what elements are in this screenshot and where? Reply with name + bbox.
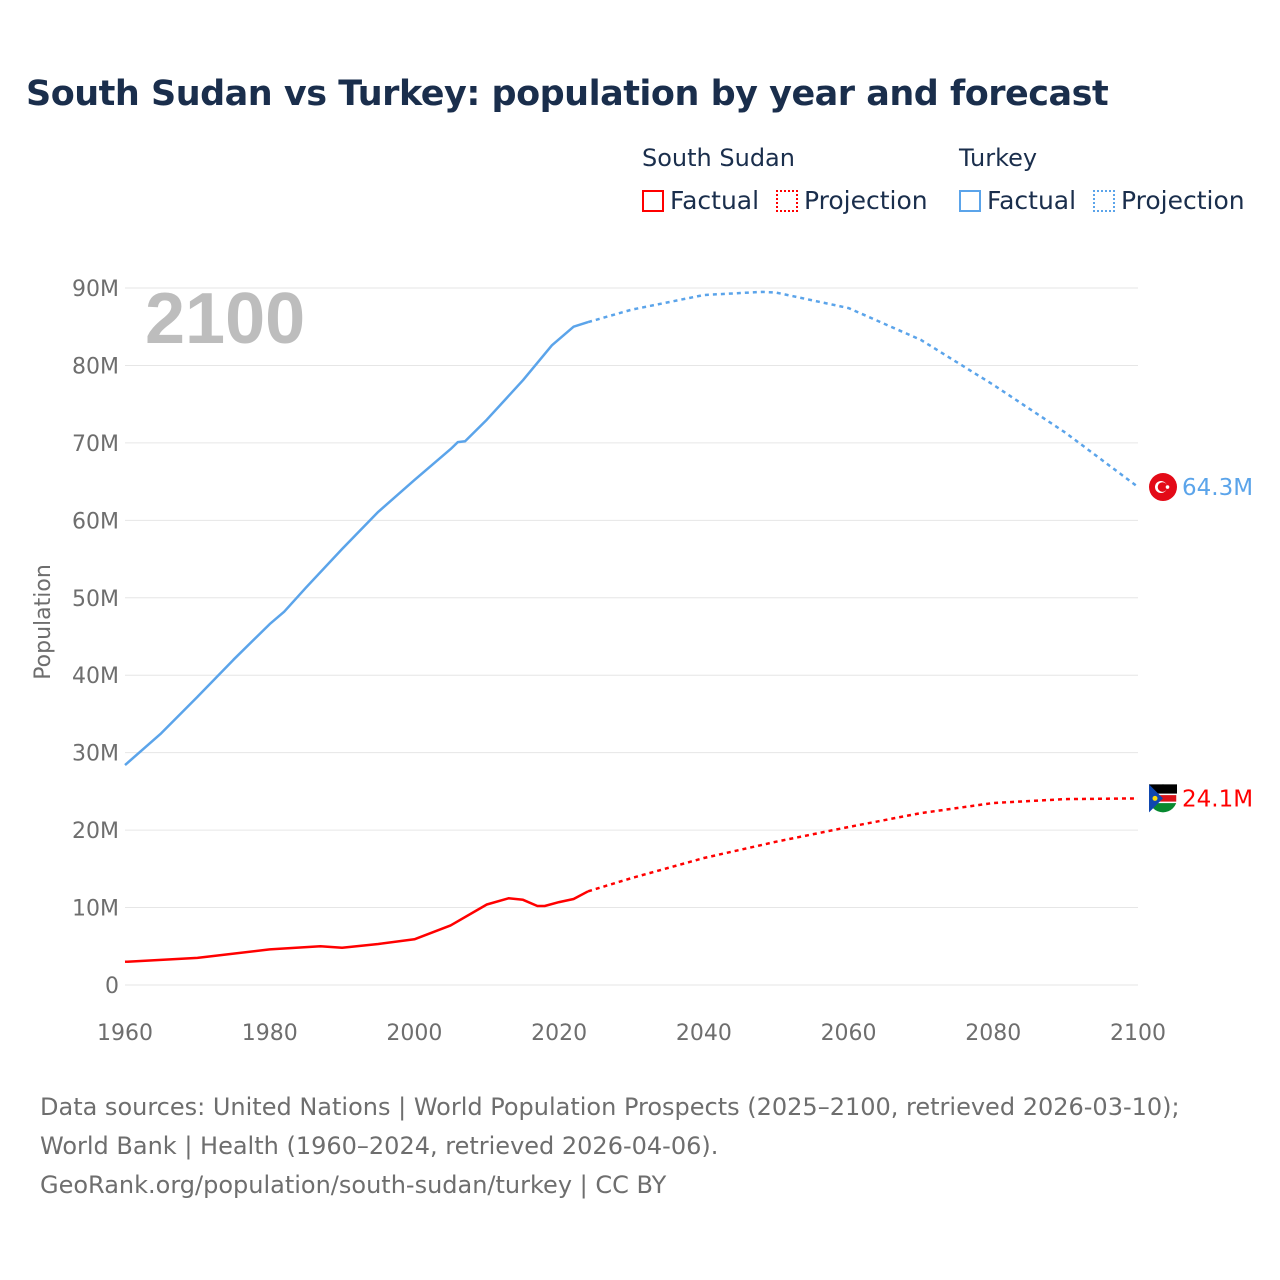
x-tick-label: 2040 <box>676 1021 732 1046</box>
y-axis-label: Population <box>31 564 56 680</box>
legend-south-sudan-factual[interactable]: Factual <box>642 186 759 215</box>
legend-swatch <box>1093 189 1115 212</box>
flag-star <box>1152 795 1158 801</box>
y-tick-label: 30M <box>72 742 119 767</box>
y-tick-label: 60M <box>72 509 119 534</box>
x-tick-label: 2080 <box>965 1021 1021 1046</box>
y-tick-label: 70M <box>72 432 119 457</box>
south-sudan-end-label: 24.1M <box>1182 786 1253 812</box>
legend-swatch <box>959 189 981 212</box>
turkey-end-label: 64.3M <box>1182 475 1253 501</box>
legend-group-turkey: Turkey <box>959 144 1038 172</box>
y-tick-label: 40M <box>72 664 119 689</box>
turkey-projection-line <box>587 290 1139 489</box>
credit-link[interactable]: GeoRank.org/population/south-sudan/turke… <box>40 1171 667 1199</box>
y-tick-label: 0 <box>105 974 119 999</box>
data-sources: Data sources: United Nations | World Pop… <box>40 1093 1180 1160</box>
legend-label: Factual <box>987 186 1077 215</box>
flag-star <box>1165 485 1170 489</box>
turkey-factual-line <box>124 320 589 767</box>
x-tick-label: 2060 <box>821 1021 877 1046</box>
legend-turkey-factual[interactable]: Factual <box>959 186 1076 215</box>
flag-crescent-inner <box>1157 482 1168 492</box>
legend-group-south-sudan: South Sudan <box>642 144 795 172</box>
south-sudan-factual-line <box>124 890 589 964</box>
legend-label: Factual <box>670 186 760 215</box>
legend-label: Projection <box>1121 186 1245 215</box>
legend-label: Projection <box>804 186 928 215</box>
x-tick-label: 1960 <box>97 1021 153 1046</box>
year-watermark: 2100 <box>145 279 305 359</box>
y-tick-label: 80M <box>72 354 119 379</box>
footer: Data sources: United Nations | World Pop… <box>40 1088 1240 1205</box>
x-tick-label: 2020 <box>531 1021 587 1046</box>
y-tick-label: 50M <box>72 587 119 612</box>
legend-swatch <box>776 189 798 212</box>
legend-swatch <box>642 189 664 212</box>
chart-title: South Sudan vs Turkey: population by yea… <box>26 74 1109 114</box>
plot-area: 2100 0 10M 20M 30M 40M 50M 60M 70M 80M 90M 1960 1980… <box>31 277 1253 1046</box>
y-tick-label: 20M <box>72 819 119 844</box>
legend-south-sudan-projection[interactable]: Projection <box>776 186 928 215</box>
flag-stripe-black <box>1149 784 1177 795</box>
x-tick-label: 2100 <box>1110 1021 1166 1046</box>
y-tick-label: 90M <box>72 277 119 302</box>
y-tick-label: 10M <box>72 897 119 922</box>
x-tick-label: 1980 <box>242 1021 298 1046</box>
south-sudan-projection-line <box>587 797 1139 893</box>
x-tick-label: 2000 <box>386 1021 442 1046</box>
legend-turkey-projection[interactable]: Projection <box>1093 186 1245 215</box>
